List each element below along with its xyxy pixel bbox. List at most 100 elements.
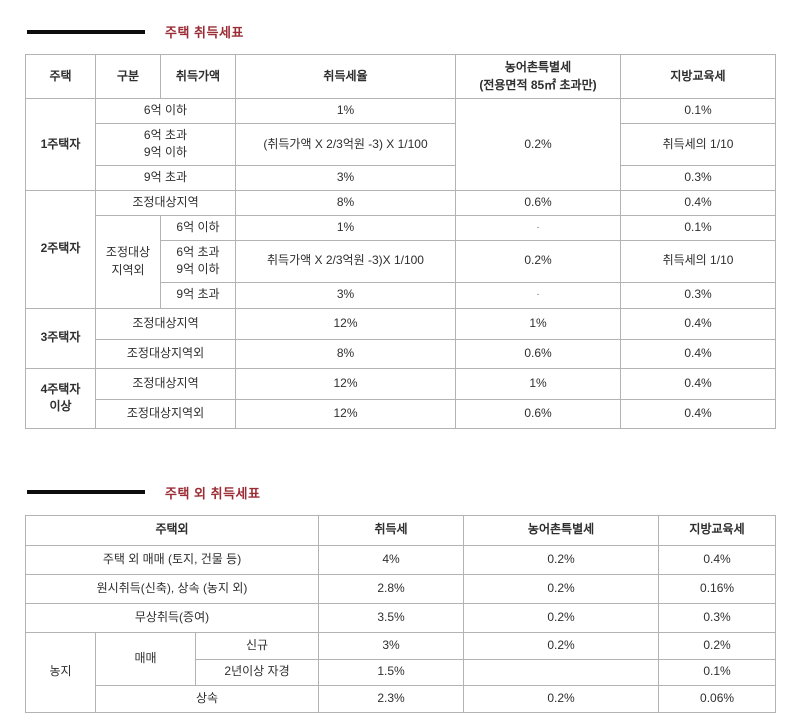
cell-edu-tax: 0.06% xyxy=(658,684,777,713)
cell-rural-tax: 0.2% xyxy=(455,98,621,191)
table-row: 1주택자 6억 이하 1% 0.2% 0.1% xyxy=(25,98,776,191)
table-row: 6억 초과 9억 이하 (취득가액 X 2/3억원 -3) X 1/100 취득… xyxy=(26,123,776,166)
cell-edu-tax: 0.3% xyxy=(658,602,777,633)
cell-edu-tax: 0.4% xyxy=(620,398,776,429)
cell-owner-group: 4주택자 이상 xyxy=(25,367,96,429)
table-row: 조정대상지역외 8% 0.6% 0.4% xyxy=(26,338,776,369)
cell-rural-tax: 0.2% xyxy=(463,573,660,604)
table-row: 3주택자 조정대상지역 12% 1% 0.4% xyxy=(25,307,776,369)
cell-category: 주택 외 매매 (토지, 건물 등) xyxy=(24,544,320,575)
table-row: 무상취득(증여) 3.5% 0.2% 0.3% xyxy=(24,602,777,633)
cell-edu-tax: 취득세의 1/10 xyxy=(620,123,776,166)
section-title-text: 주택 외 취득세표 xyxy=(165,485,261,501)
cell-category: 신규 xyxy=(194,631,320,660)
cell-edu-tax: 0.3% xyxy=(620,164,776,191)
table-row: 상속 2.3% 0.2% 0.06% xyxy=(26,684,777,713)
table-row: 2년이상 자경 1.5% 0.1% xyxy=(26,658,777,686)
cell-acq-tax: 2.3% xyxy=(318,684,465,713)
cell-price: 6억 이하 xyxy=(95,98,236,124)
header-acq-tax: 취득세 xyxy=(318,514,465,546)
table-row: 6억 초과 9억 이하 취득가액 X 2/3억원 -3)X 1/100 0.2%… xyxy=(26,239,776,283)
cell-edu-tax: 0.4% xyxy=(620,189,776,216)
cell-rate: 3% xyxy=(235,164,456,191)
cell-zone: 조정대상지역외 xyxy=(95,338,236,369)
cell-zone: 조정대상지역외 xyxy=(95,398,236,429)
cell-rural-tax: 1% xyxy=(455,367,621,400)
cell-owner-group: 1주택자 xyxy=(25,98,96,191)
cell-price: 6억 이하 xyxy=(160,214,236,241)
table-header-row: 주택외 취득세 농어촌특별세 지방교육세 xyxy=(24,514,777,546)
section-title-text: 주택 취득세표 xyxy=(165,25,244,40)
section-title-non-housing: 주택 외 취득세표 xyxy=(27,483,775,502)
cell-rate: (취득가액 X 2/3억원 -3) X 1/100 xyxy=(235,123,456,166)
header-non-housing: 주택외 xyxy=(24,514,320,546)
cell-price: 9억 초과 xyxy=(95,164,236,191)
cell-zone: 조정대상지역 xyxy=(95,307,236,340)
cell-edu-tax: 0.1% xyxy=(620,214,776,241)
table-row: 조정대상지역외 12% 0.6% 0.4% xyxy=(26,398,776,429)
cell-zone: 조정대상지역 xyxy=(95,189,236,216)
cell-rate: 12% xyxy=(235,398,456,429)
cell-rural-tax: 0.2% xyxy=(463,684,660,713)
cell-acq-tax: 4% xyxy=(318,544,465,575)
table-row: 9억 초과 3% · 0.3% xyxy=(26,281,776,309)
cell-edu-tax: 0.4% xyxy=(620,307,776,340)
table-row: 주택 외 매매 (토지, 건물 등) 4% 0.2% 0.4% xyxy=(24,544,777,575)
cell-owner-group: 3주택자 xyxy=(25,307,96,369)
cell-zone: 조정대상 지역외 xyxy=(95,214,161,309)
header-rural-tax-line2: (전용면적 85㎡ 초과만) xyxy=(479,77,597,92)
cell-acq-tax: 1.5% xyxy=(318,658,465,686)
cell-edu-tax: 0.3% xyxy=(620,281,776,309)
cell-acq-tax: 2.8% xyxy=(318,573,465,604)
header-rural-tax: 농어촌특별세 xyxy=(463,514,660,546)
cell-edu-tax: 0.16% xyxy=(658,573,777,604)
cell-edu-tax: 0.4% xyxy=(620,338,776,369)
cell-rural-tax: 0.6% xyxy=(455,398,621,429)
cell-rural-tax: · xyxy=(455,281,621,309)
cell-edu-tax: 0.1% xyxy=(658,658,777,686)
cell-rate: 3% xyxy=(235,281,456,309)
title-bar-icon xyxy=(27,29,145,34)
section-title-housing: 주택 취득세표 xyxy=(27,22,775,41)
cell-edu-tax: 0.1% xyxy=(620,98,776,124)
cell-rural-tax: 0.2% xyxy=(463,544,660,575)
cell-acq-tax: 3.5% xyxy=(318,602,465,633)
cell-acq-tax: 3% xyxy=(318,631,465,660)
cell-rural-tax xyxy=(463,658,660,686)
cell-rural-tax: 0.2% xyxy=(455,239,621,283)
table-row: 4주택자 이상 조정대상지역 12% 1% 0.4% xyxy=(25,367,776,429)
cell-owner-group: 2주택자 xyxy=(25,189,96,309)
table-row: 원시취득(신축), 상속 (농지 외) 2.8% 0.2% 0.16% xyxy=(24,573,777,604)
cell-category: 무상취득(증여) xyxy=(24,602,320,633)
cell-rural-tax: · xyxy=(455,214,621,241)
cell-rate: 8% xyxy=(235,189,456,216)
cell-trade-group: 매매 xyxy=(95,631,196,686)
cell-zone: 조정대상지역 xyxy=(95,367,236,400)
cell-rural-tax: 0.6% xyxy=(455,338,621,369)
cell-rural-tax: 0.2% xyxy=(463,602,660,633)
housing-tax-table: 주택 구분 취득가액 취득세율 농어촌특별세 (전용면적 85㎡ 초과만) 지방… xyxy=(25,54,776,429)
table-row: 조정대상 지역외 6억 이하 1% · 0.1% xyxy=(26,214,776,309)
non-housing-tax-table: 주택외 취득세 농어촌특별세 지방교육세 주택 외 매매 (토지, 건물 등) … xyxy=(24,514,777,713)
table-row: 2주택자 조정대상지역 8% 0.6% 0.4% xyxy=(25,189,776,309)
header-housing: 주택 xyxy=(25,54,96,99)
cell-category: 원시취득(신축), 상속 (농지 외) xyxy=(24,573,320,604)
cell-rural-tax: 0.2% xyxy=(463,631,660,660)
header-price: 취득가액 xyxy=(160,54,236,99)
header-category: 구분 xyxy=(95,54,161,99)
cell-rate: 12% xyxy=(235,367,456,400)
header-rate: 취득세율 xyxy=(235,54,456,99)
cell-edu-tax: 0.2% xyxy=(658,631,777,660)
title-bar-icon xyxy=(27,490,145,495)
cell-edu-tax: 취득세의 1/10 xyxy=(620,239,776,283)
cell-rate: 1% xyxy=(235,98,456,124)
cell-price: 6억 초과 9억 이하 xyxy=(95,123,236,166)
cell-rate: 1% xyxy=(235,214,456,241)
cell-rate: 8% xyxy=(235,338,456,369)
table-row: 9억 초과 3% 0.3% xyxy=(26,164,776,191)
header-edu-tax: 지방교육세 xyxy=(620,54,776,99)
cell-rate: 12% xyxy=(235,307,456,340)
cell-edu-tax: 0.4% xyxy=(620,367,776,400)
cell-edu-tax: 0.4% xyxy=(658,544,777,575)
